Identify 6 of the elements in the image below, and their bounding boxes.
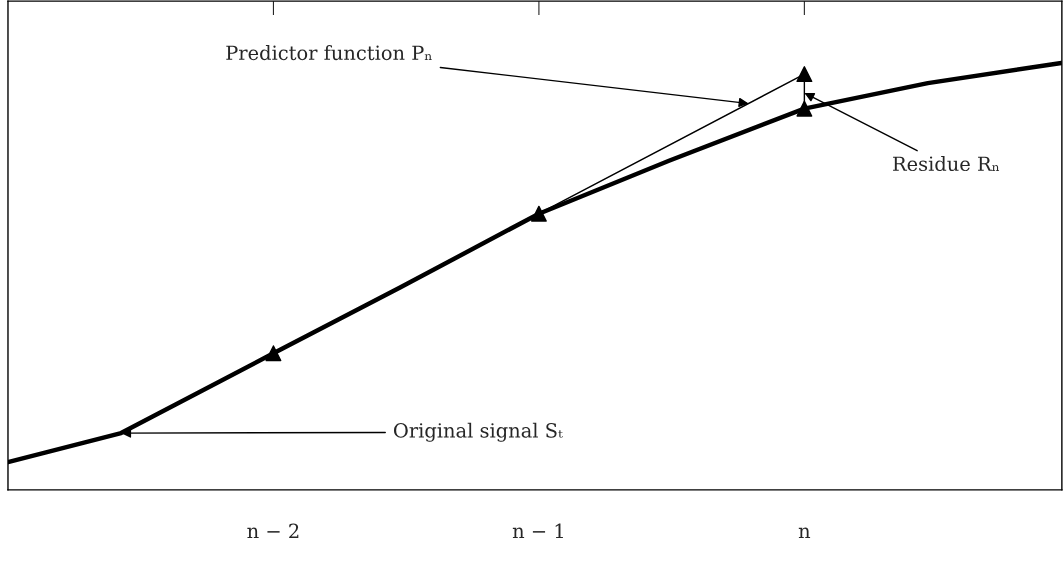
x-tick-label: n bbox=[798, 527, 811, 538]
annotation: Original signal Sₜ bbox=[393, 422, 563, 442]
x-tick-label: n − 2 bbox=[247, 523, 299, 538]
annotation: Residue Rₙ bbox=[893, 156, 1000, 172]
x-tick-label: n − 1 bbox=[512, 523, 563, 538]
annotation: Predictor function Pₙ bbox=[226, 45, 432, 61]
